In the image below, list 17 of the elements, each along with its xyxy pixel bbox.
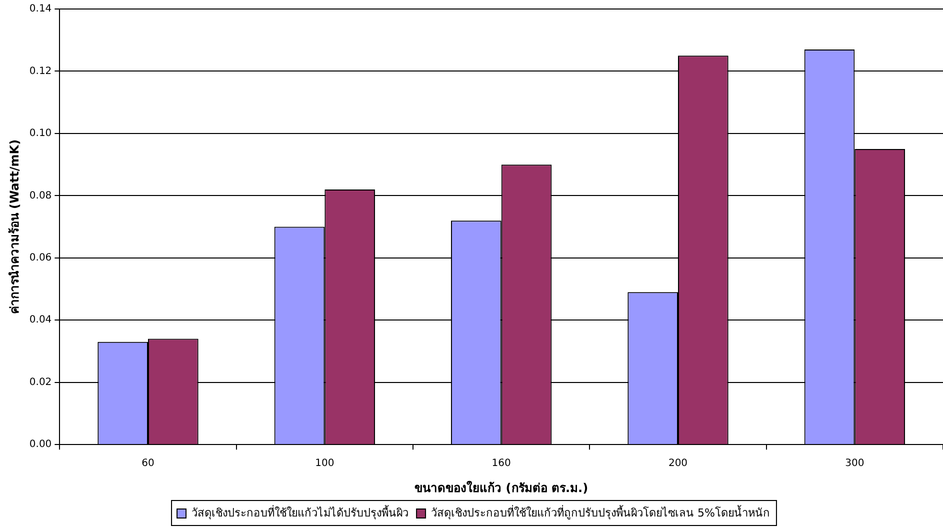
x-tick-label: 100	[315, 458, 334, 470]
legend-label: วัสดุเชิงประกอบที่ใช้ใยแก้วไม่ได้ปรับปรุงพื้นผิว	[192, 504, 409, 520]
y-tick-label: 0.14	[29, 4, 52, 15]
y-tick-label: 0.12	[29, 66, 52, 77]
y-tick-label: 0.04	[29, 314, 52, 326]
y-tick-label: 0.00	[29, 439, 52, 450]
y-tick-label: 0.02	[29, 376, 52, 388]
y-tick-label: 0.10	[29, 128, 52, 140]
y-tick-label: 0.08	[29, 190, 52, 202]
x-axis-title: ขนาดของใยแก้ว (กรัมต่อ ตร.ม.)	[414, 480, 588, 495]
x-tick-label: 300	[845, 458, 864, 470]
legend-label: วัสดุเชิงประกอบที่ใช้ใยแก้วที่ถูกปรับปรุงพื้นผิวโดยไซเลน 5%โดยน้ำหนัก	[431, 504, 770, 520]
x-tick-label: 60	[142, 458, 154, 470]
x-tick-label: 200	[668, 458, 688, 470]
y-axis-title: ค่าการนำความร้อน (Watt/mK)	[7, 139, 22, 314]
y-tick-label: 0.06	[29, 252, 52, 264]
x-tick-label: 160	[492, 458, 511, 470]
